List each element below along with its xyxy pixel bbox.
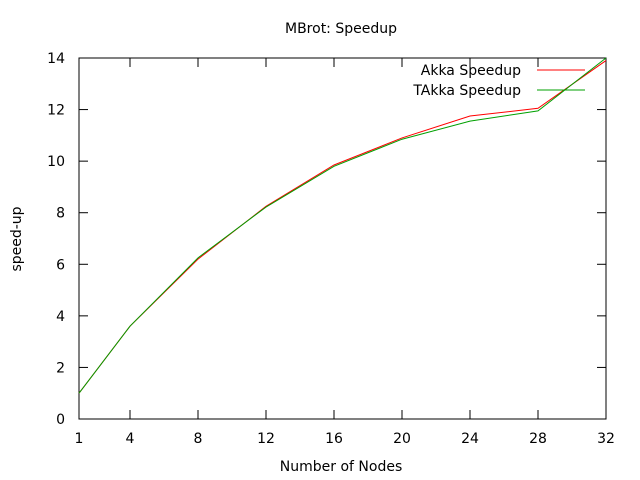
x-tick-label: 32 [597, 431, 615, 447]
x-tick-label: 1 [75, 431, 84, 447]
y-tick-label: 14 [47, 51, 65, 67]
y-tick-label: 8 [56, 206, 65, 222]
y-tick-label: 12 [47, 103, 65, 119]
y-axis-label: speed-up [9, 206, 25, 271]
series-line [78, 57, 607, 394]
y-tick-label: 4 [56, 309, 65, 325]
chart-title: MBrot: Speedup [285, 21, 397, 37]
x-tick-label: 12 [257, 431, 275, 447]
legend-label: Akka Speedup [421, 63, 521, 79]
x-tick-label: 4 [126, 431, 135, 447]
plot-frame [78, 57, 607, 420]
series-line [78, 60, 607, 394]
x-tick-label: 24 [461, 431, 479, 447]
x-axis-label: Number of Nodes [280, 459, 402, 475]
x-tick-label: 8 [194, 431, 203, 447]
y-tick-label: 6 [56, 257, 65, 273]
x-tick-label: 20 [393, 431, 411, 447]
legend-label: TAkka Speedup [412, 83, 521, 99]
y-tick-label: 0 [56, 412, 65, 428]
y-tick-label: 10 [47, 154, 65, 170]
x-tick-label: 16 [325, 431, 343, 447]
y-tick-label: 2 [56, 360, 65, 376]
x-tick-label: 28 [529, 431, 547, 447]
